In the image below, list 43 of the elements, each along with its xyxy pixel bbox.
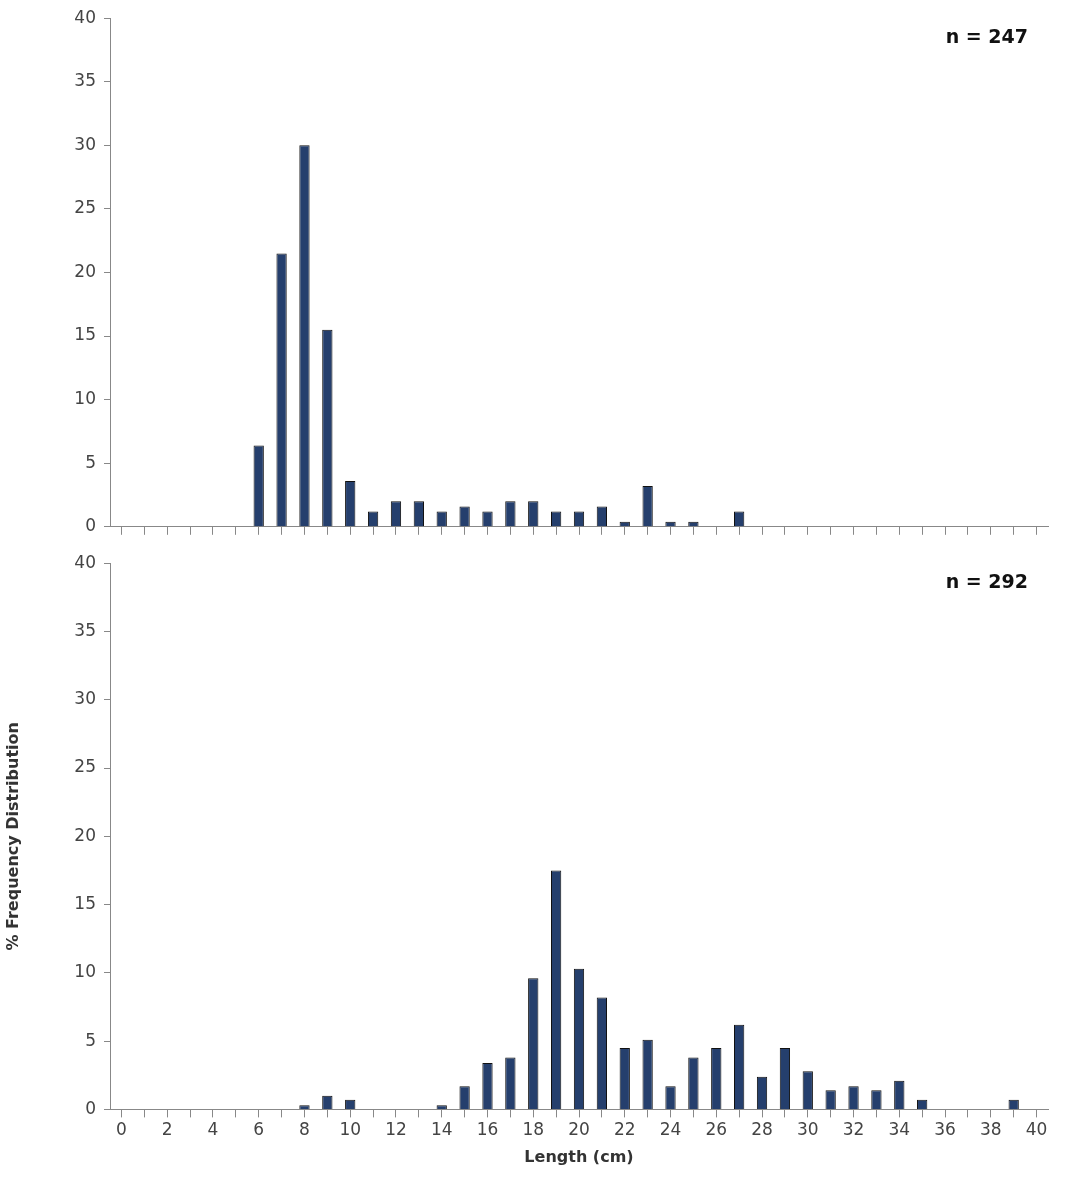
- y-tick-label: 20: [74, 824, 96, 845]
- x-tick-label: 6: [253, 1119, 265, 1140]
- y-tick-label: 15: [74, 324, 96, 345]
- y-tick-label: 20: [74, 260, 96, 281]
- y-tick-label: 35: [74, 70, 96, 91]
- y-tick-label: 30: [74, 688, 96, 709]
- annotation: n = 292: [945, 570, 1028, 593]
- y-tick-label: 40: [74, 551, 96, 572]
- x-tick-label: 32: [842, 1119, 865, 1140]
- y-tick-label: 35: [74, 619, 96, 640]
- x-tick-label: 18: [522, 1119, 545, 1140]
- x-tick-label: 26: [705, 1119, 728, 1140]
- y-tick-label: 0: [85, 1097, 96, 1118]
- x-tick-label: 2: [161, 1119, 173, 1140]
- x-tick-label: 30: [796, 1119, 819, 1140]
- y-tick-label: 15: [74, 893, 96, 913]
- y-tick-label: 10: [74, 961, 96, 982]
- y-tick-label: 30: [74, 133, 96, 154]
- y-tick-label: 10: [74, 388, 96, 409]
- x-tick-label: 4: [207, 1119, 219, 1140]
- x-tick-label: 20: [568, 1119, 590, 1140]
- y-axis-title: % Frequency Distribution: [2, 722, 22, 951]
- x-tick-label: 38: [979, 1119, 1002, 1140]
- x-tick-label: 40: [1025, 1119, 1048, 1140]
- x-axis-title: Length (cm): [524, 1146, 634, 1166]
- y-tick-label: 5: [85, 451, 96, 472]
- x-tick-label: 12: [385, 1119, 407, 1140]
- x-tick-label: 10: [339, 1119, 362, 1140]
- x-tick-label: 14: [430, 1119, 453, 1140]
- x-tick-label: 22: [613, 1119, 636, 1140]
- y-tick-label: 5: [85, 1029, 96, 1050]
- x-tick-label: 8: [299, 1119, 310, 1140]
- y-tick-label: 0: [85, 515, 96, 536]
- y-tick-label: 25: [74, 197, 96, 218]
- annotation: n = 247: [945, 25, 1028, 48]
- x-tick-label: 16: [476, 1119, 499, 1140]
- x-tick-label: 24: [659, 1119, 682, 1140]
- y-tick-label: 40: [74, 6, 96, 27]
- x-tick-label: 28: [751, 1119, 773, 1140]
- x-tick-label: 36: [934, 1119, 956, 1140]
- x-tick-label: 34: [888, 1119, 911, 1140]
- x-tick-label: 0: [116, 1119, 127, 1140]
- y-tick-label: 25: [74, 756, 96, 777]
